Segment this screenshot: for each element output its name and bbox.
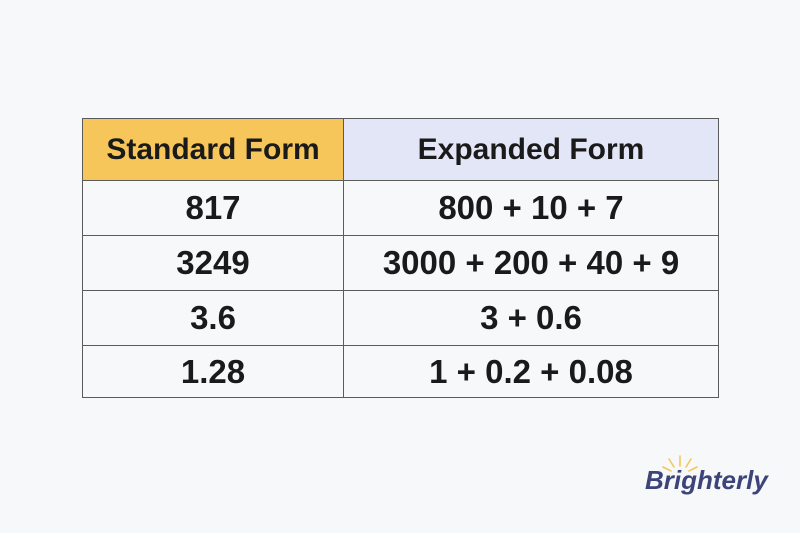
- svg-text:Brighterly: Brighterly: [645, 465, 769, 495]
